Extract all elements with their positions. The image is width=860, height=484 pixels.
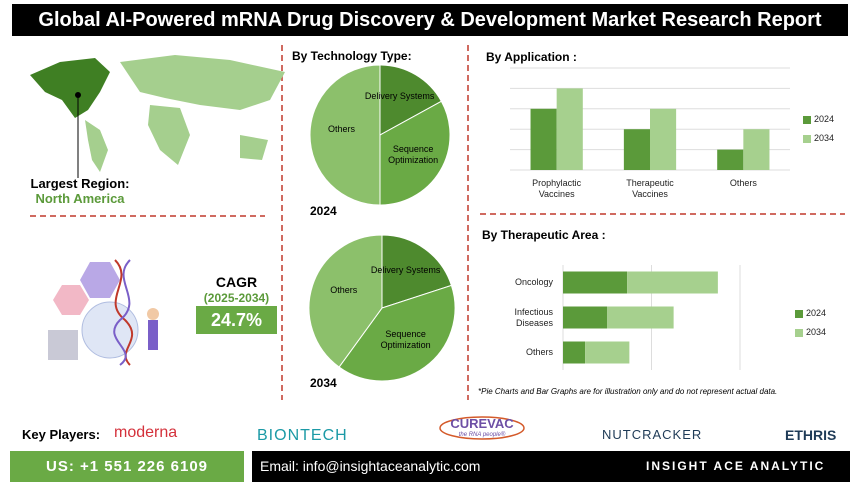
phone: US: +1 551 226 6109 [45, 458, 209, 475]
pie-slice [309, 64, 381, 206]
player: BIONTECH [257, 427, 348, 444]
bar [563, 271, 628, 294]
key-players-label: Key Players: [22, 427, 101, 442]
legend-label: 2034 [806, 327, 827, 337]
phone-box [10, 451, 244, 482]
cagr-value: 24.7% [210, 310, 263, 330]
player-tagline: the RNA people® [458, 432, 506, 438]
pie-slice [381, 234, 453, 309]
pie-slice [308, 234, 383, 368]
world-map [30, 55, 285, 178]
slice-label: Delivery Systems [370, 264, 441, 275]
chart-title: By Therapeutic Area : [482, 228, 606, 242]
x-tick-label: Prophylactic Vaccines [532, 178, 582, 199]
pie-slice [379, 100, 451, 206]
illustration [48, 259, 159, 366]
slice-label: Others [327, 124, 355, 134]
slice-label: Sequence Optimization [380, 329, 431, 351]
email-bar [252, 451, 850, 482]
cagr-label: CAGR [215, 274, 258, 290]
y-tick-label: Others [525, 347, 553, 357]
region-value: North America [35, 191, 125, 206]
cagr-period: (2025-2034) [203, 291, 270, 305]
bar [563, 306, 608, 329]
y-tick-label: Infectious Diseases [514, 306, 553, 328]
cagr-box [196, 306, 277, 334]
bar [607, 306, 674, 329]
pie-year: 2024 [310, 204, 337, 218]
chart-title: By Technology Type: [292, 49, 412, 63]
footnote: *Pie Charts and Bar Graphs are for illus… [478, 387, 778, 396]
legend-label: 2034 [814, 133, 835, 143]
legend-label: 2024 [806, 308, 827, 318]
brand: INSIGHT ACE ANALYTIC [646, 459, 826, 473]
player: NUTCRACKER [602, 427, 703, 442]
legend-swatch [803, 135, 811, 143]
pie-year: 2034 [310, 376, 337, 390]
x-tick-label: Others [729, 178, 757, 188]
bar [556, 88, 583, 170]
bar [743, 129, 770, 170]
x-tick-label: Therapeutic Vaccines [626, 178, 674, 199]
email: Email: info@insightaceanalytic.com [260, 458, 481, 474]
legend-swatch [803, 116, 811, 124]
dividers [30, 45, 845, 400]
bar [585, 341, 630, 364]
slice-label: Delivery Systems [364, 90, 435, 101]
player: CUREVAC [450, 416, 514, 431]
y-tick-label: Oncology [514, 277, 553, 287]
legend-label: 2024 [814, 114, 835, 124]
title: Global AI-Powered mRNA Drug Discovery & … [38, 9, 822, 31]
player: ETHRIS [785, 427, 837, 443]
bar [623, 129, 650, 170]
legend-swatch [795, 329, 803, 337]
title-bar [12, 4, 848, 36]
pie-slice [338, 284, 456, 382]
region-label: Largest Region: [30, 176, 130, 191]
chart-title: By Application : [486, 50, 577, 64]
pie-slice [379, 64, 443, 136]
bar [563, 341, 586, 364]
bar [650, 108, 677, 170]
player: moderna [114, 424, 178, 441]
bar [717, 149, 744, 170]
bar [530, 108, 557, 170]
slice-label: Sequence Optimization [388, 143, 439, 165]
curevac-oval [439, 416, 525, 440]
bar [627, 271, 718, 294]
legend-swatch [795, 310, 803, 318]
slice-label: Others [330, 284, 358, 295]
